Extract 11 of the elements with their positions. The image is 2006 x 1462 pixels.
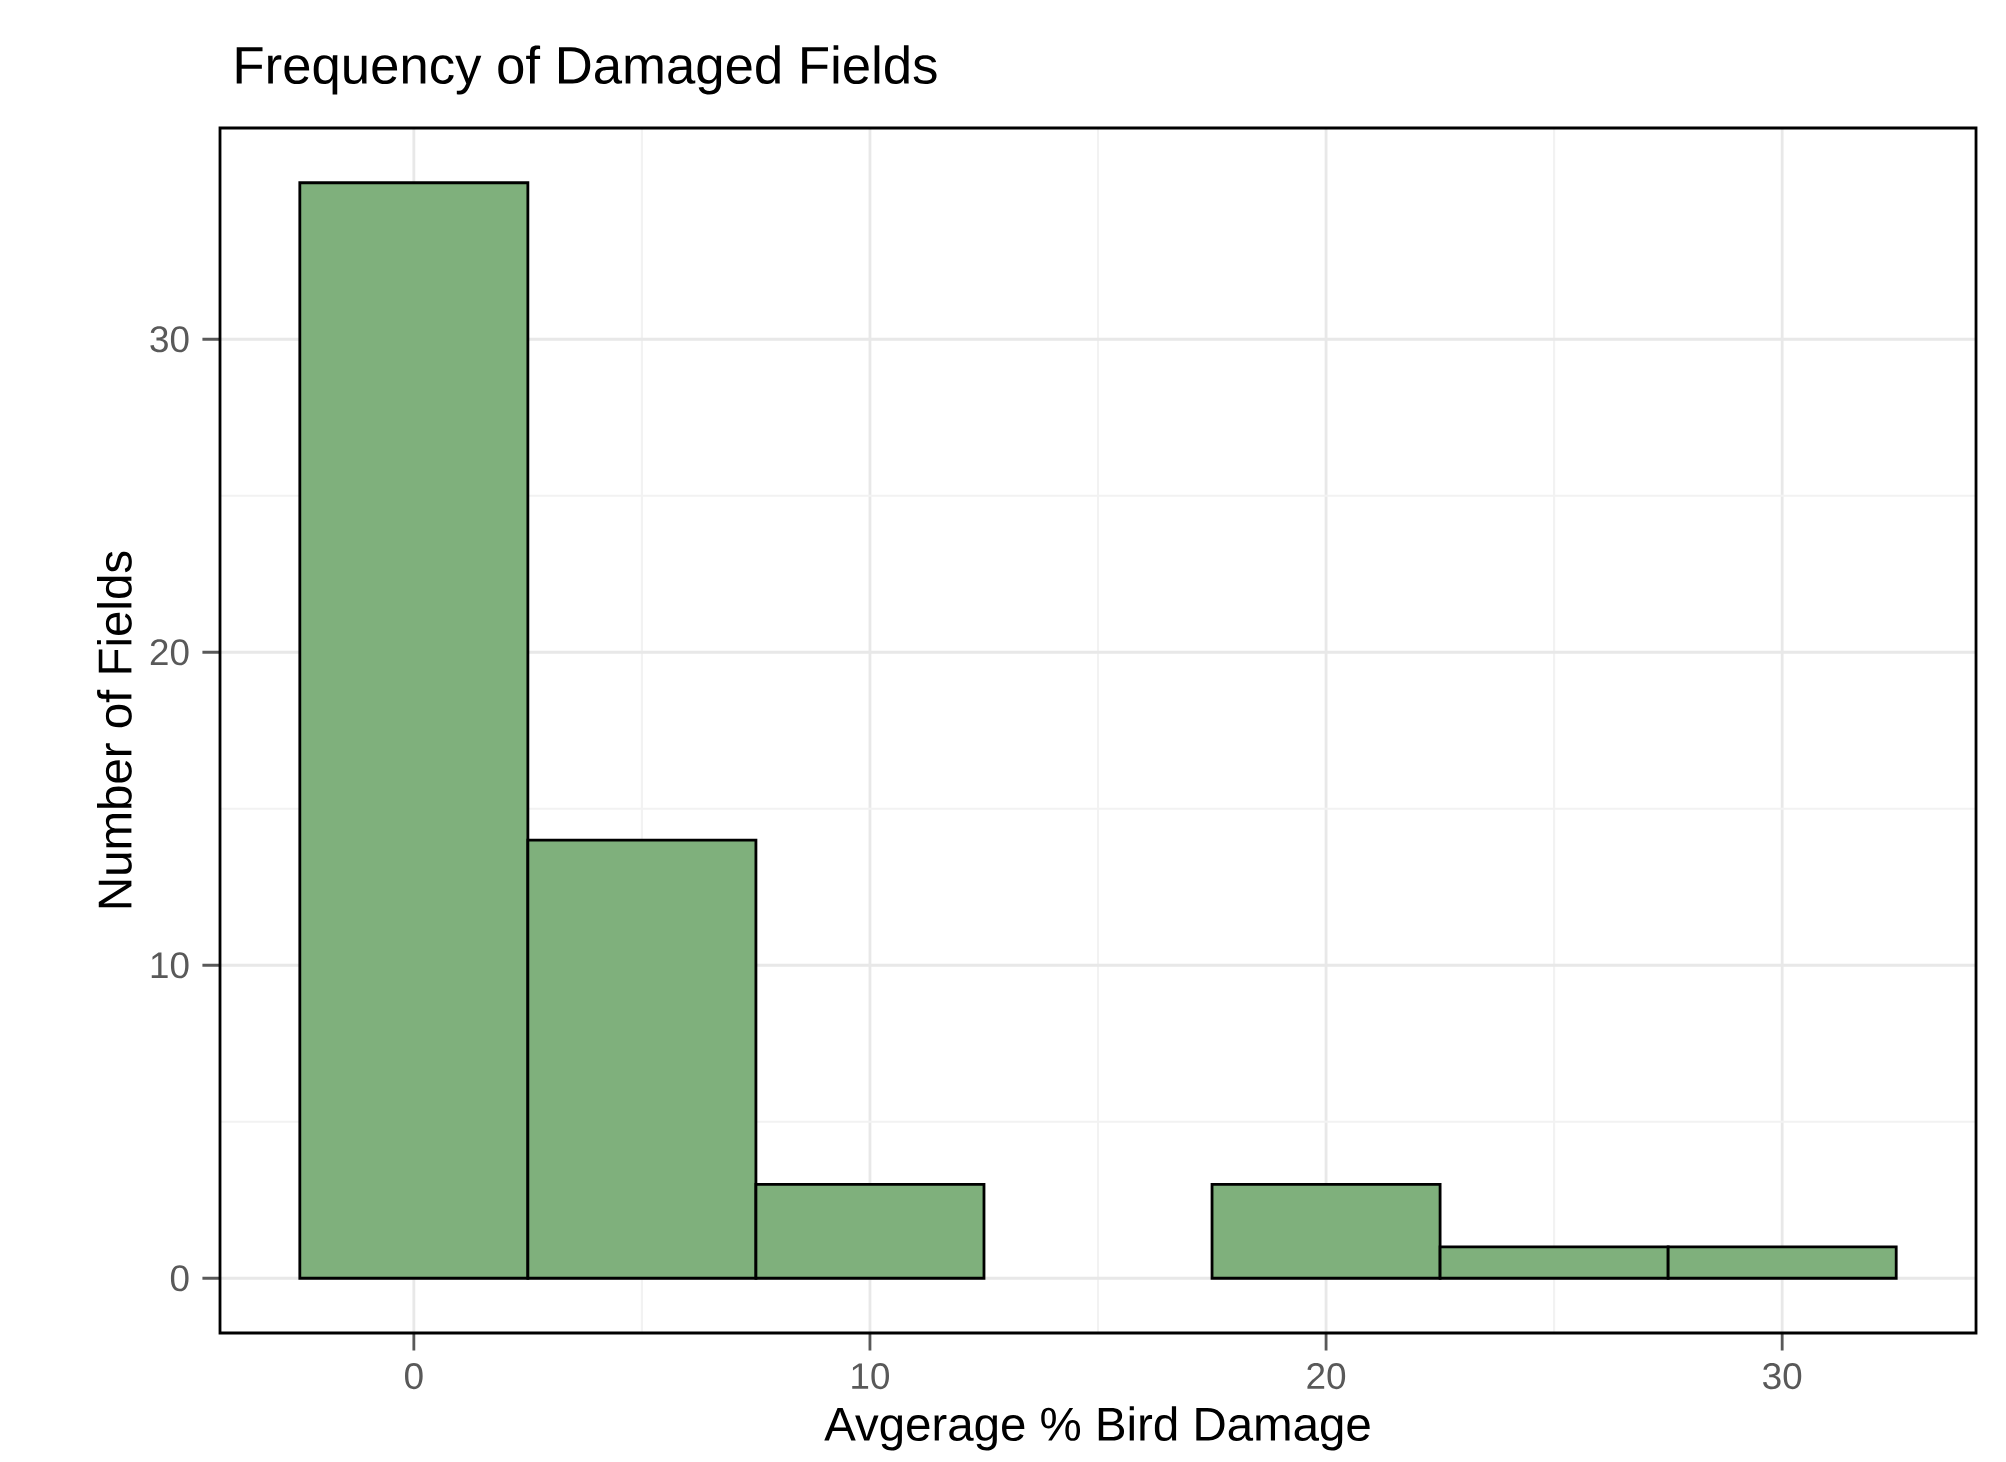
x-tick-label: 10 [852, 1362, 890, 1390]
x-tick-label: 30 [1763, 1362, 1802, 1390]
chart-title: Frequency of Damaged Fields [236, 45, 937, 95]
y-tick-label: 0 [170, 1265, 189, 1292]
y-tick-label: 20 [150, 639, 189, 666]
y-tick-label: 30 [150, 326, 189, 353]
x-tick-label: 20 [1307, 1362, 1346, 1390]
x-tick-label: 0 [405, 1362, 423, 1390]
y-tick-label: 10 [151, 952, 189, 979]
x-axis-title: Avgerage % Bird Damage [824, 1406, 1370, 1451]
y-axis-title: Number of Fields [97, 551, 132, 908]
